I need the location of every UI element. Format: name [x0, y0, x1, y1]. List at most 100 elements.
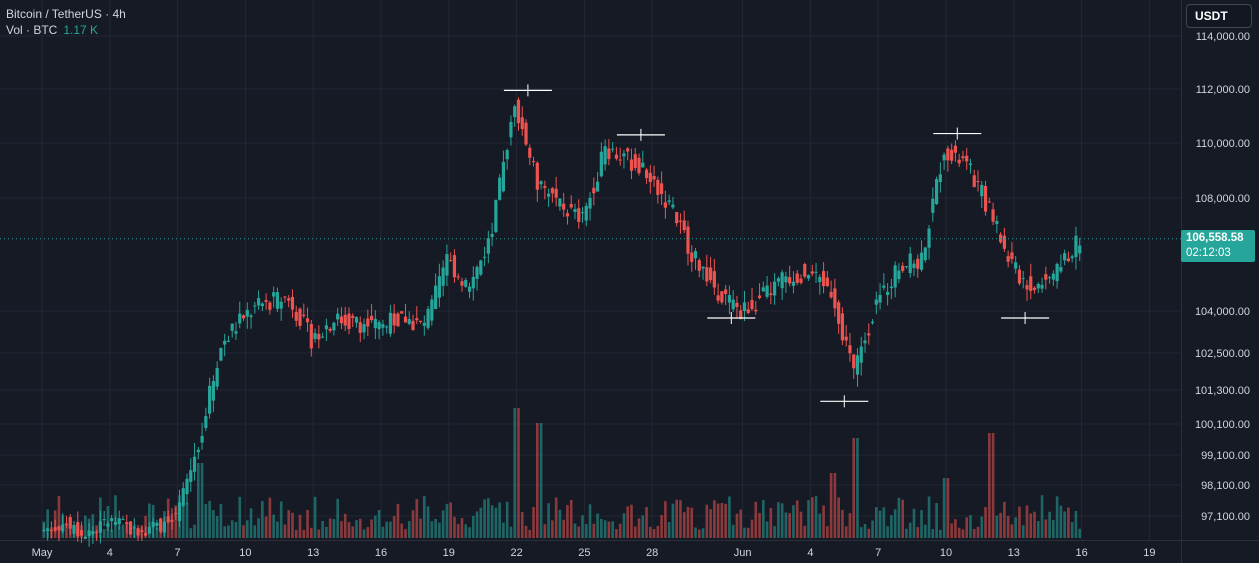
candle-body [1032, 287, 1037, 291]
volume-bar [400, 523, 404, 538]
candle-body [113, 521, 118, 525]
candlestick [595, 171, 600, 192]
candle-body [776, 278, 780, 282]
candlestick [234, 321, 238, 340]
candlestick [761, 281, 765, 292]
candle-body [505, 150, 509, 160]
price-axis-label: 98,100.00 [1201, 480, 1250, 492]
candlestick [328, 327, 332, 333]
time-axis-label: 16 [1075, 547, 1087, 559]
candlestick [351, 313, 355, 328]
candle-body [143, 533, 148, 536]
candlestick [336, 307, 340, 326]
volume-bar [366, 527, 370, 538]
volume-bar [543, 524, 547, 538]
candlestick [418, 320, 423, 324]
candlestick [829, 280, 833, 299]
volume-bar [863, 523, 867, 538]
candle-body [159, 518, 163, 532]
volume-bar [513, 408, 517, 538]
volume-bar [633, 526, 637, 538]
candlestick [897, 263, 901, 284]
candle-body [347, 313, 351, 329]
volume-bar [117, 525, 121, 538]
candlestick [321, 332, 325, 339]
candlestick [810, 264, 814, 277]
candle-body [42, 529, 46, 531]
candlestick [68, 514, 72, 535]
candlestick [456, 273, 460, 281]
candlestick [486, 230, 490, 264]
volume-bar [878, 510, 882, 538]
candlestick [953, 140, 958, 162]
candlestick [208, 377, 212, 419]
volume-bar [701, 528, 705, 538]
symbol-title[interactable]: Bitcoin / TetherUS · 4h [6, 7, 126, 21]
candlestick [995, 215, 999, 234]
candle-body [343, 314, 347, 326]
volume-bar [468, 527, 471, 538]
candle-body [829, 291, 833, 298]
candle-body [550, 188, 554, 194]
volume-bar [743, 527, 746, 538]
candle-body [452, 255, 457, 278]
candlestick [705, 254, 709, 287]
candlestick [128, 521, 133, 536]
volume-bar [245, 520, 249, 538]
candle-body [155, 522, 159, 526]
volume-bar [573, 523, 577, 538]
candle-body [889, 286, 893, 289]
candlestick [1055, 262, 1059, 289]
candlestick [309, 319, 313, 357]
candle-body [611, 148, 615, 150]
candle-body [870, 321, 875, 324]
candle-body [362, 324, 366, 333]
volume-bar [430, 521, 434, 538]
candle-body [656, 179, 660, 195]
candle-body [927, 228, 931, 248]
candlestick [1014, 256, 1018, 274]
candle-body [121, 519, 125, 521]
candle-body [249, 315, 253, 318]
currency-unit-button[interactable]: USDT [1186, 4, 1252, 28]
candle-body [535, 162, 539, 190]
candle-body [490, 233, 494, 237]
candlestick [524, 119, 528, 147]
volume-bar [581, 515, 584, 538]
volume-bar [713, 500, 716, 538]
candlestick [562, 192, 566, 217]
volume-bar [1021, 525, 1025, 538]
candlestick [765, 275, 769, 299]
candle-body [584, 205, 588, 221]
candle-body [501, 161, 506, 192]
volume-bar [336, 498, 339, 538]
candle-body [396, 313, 400, 327]
candle-body [79, 530, 84, 536]
volume-bar [630, 504, 633, 538]
candle-body [174, 513, 178, 515]
candle-body [275, 292, 280, 309]
candlestick [155, 519, 159, 531]
volume-bar [765, 521, 769, 538]
candle-body [260, 303, 264, 307]
volume-bar [498, 502, 501, 538]
candle-body [381, 324, 385, 328]
volume-bar [923, 524, 927, 538]
candle-body [897, 270, 901, 280]
candlestick [1032, 286, 1037, 294]
candlestick [377, 319, 381, 340]
candle-body [573, 209, 577, 213]
candle-body [128, 521, 133, 535]
candle-body [98, 521, 102, 533]
candlestick [241, 314, 246, 321]
candle-body [844, 336, 848, 341]
volume-bar [935, 503, 938, 538]
candlestick [366, 309, 370, 337]
candle-body [923, 247, 927, 261]
candlestick [223, 333, 227, 357]
candlestick [177, 489, 182, 528]
volume-bar [995, 515, 999, 538]
candle-body [106, 523, 110, 527]
candlestick [697, 258, 701, 278]
